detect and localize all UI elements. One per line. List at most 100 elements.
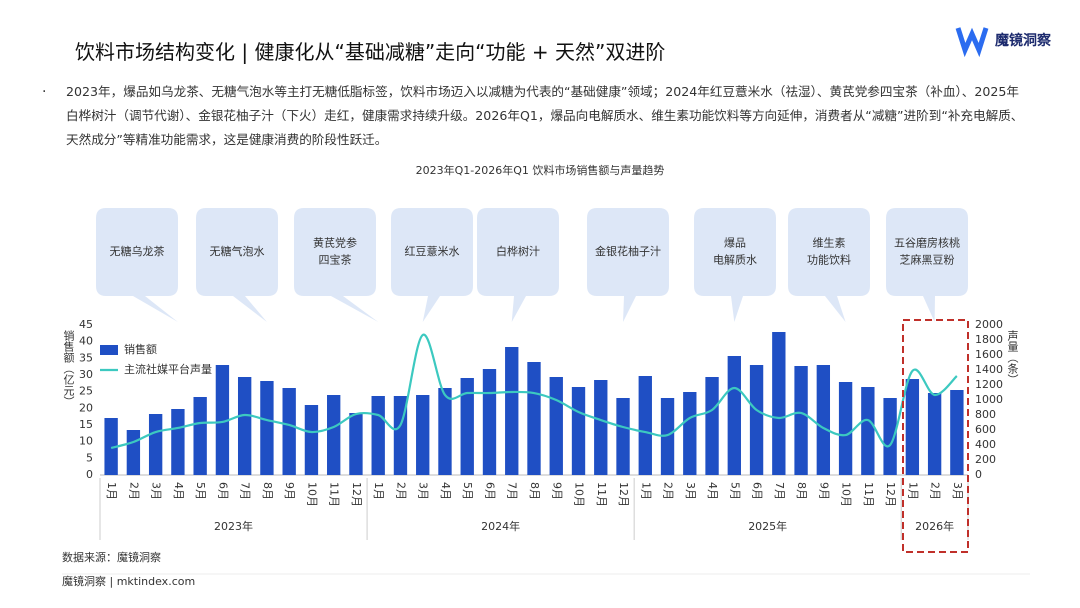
bar (460, 378, 474, 475)
bar (349, 413, 363, 475)
bar (527, 362, 541, 475)
x-tick-label: 7月 (773, 482, 786, 500)
x-tick-label: 9月 (550, 482, 563, 500)
y2-tick-label: 800 (975, 408, 996, 421)
x-tick-label: 11月 (595, 482, 608, 507)
legend-label: 主流社媒平台声量 (124, 362, 212, 376)
y2-tick-label: 1200 (975, 378, 1003, 391)
annotation-text: 黄芪党参 (313, 236, 357, 250)
bar (883, 398, 897, 475)
x-tick-label: 1月 (105, 482, 118, 500)
annotation-text: 红豆薏米水 (405, 245, 460, 258)
x-tick-label: 2月 (929, 482, 942, 500)
x-tick-label: 11月 (862, 482, 875, 507)
bar (260, 381, 274, 475)
x-tick-label: 1月 (906, 482, 919, 500)
annotation-text: 白桦树汁 (496, 244, 540, 258)
bar (416, 395, 430, 475)
bar (304, 405, 319, 475)
x-tick-label: 2月 (662, 482, 675, 500)
x-tick-label: 12月 (617, 482, 630, 507)
x-tick-label: 4月 (706, 482, 719, 500)
annotation-text: 无糖气泡水 (210, 244, 265, 258)
x-tick-label: 9月 (817, 482, 830, 500)
y-tick-label: 25 (79, 385, 93, 398)
y-tick-label: 40 (79, 335, 93, 348)
y-tick-label: 10 (79, 435, 93, 448)
bar (594, 380, 608, 475)
summary: 2023年，爆品如乌龙茶、无糖气泡水等主打无糖低脂标签，饮料市场迈入以减糖为代表… (66, 84, 1024, 147)
annotation-bubble (391, 208, 473, 322)
x-tick-label: 8月 (795, 482, 808, 500)
x-tick-label: 8月 (261, 482, 274, 500)
bar (171, 409, 185, 475)
bar (816, 365, 831, 475)
annotation-bubble (886, 208, 968, 322)
y-tick-label: 35 (79, 351, 93, 364)
x-tick-label: 5月 (728, 482, 741, 500)
x-group-label: 2023年 (214, 519, 253, 533)
x-tick-label: 6月 (483, 482, 496, 500)
y2-tick-label: 400 (975, 438, 996, 451)
bar (126, 430, 141, 475)
x-tick-label: 6月 (751, 482, 764, 500)
y2-tick-label: 1600 (975, 348, 1003, 361)
bar (482, 369, 497, 475)
y-tick-label: 5 (86, 451, 93, 464)
x-tick-label: 3月 (417, 482, 430, 500)
x-tick-label: 12月 (350, 482, 363, 507)
bar (371, 396, 385, 475)
annotation-bubble (294, 208, 379, 322)
annotation-text: 爆品 (724, 236, 746, 250)
bar (237, 377, 252, 475)
annotation-bubble (587, 208, 669, 322)
x-tick-label: 6月 (216, 482, 229, 500)
bar (193, 397, 207, 475)
bar (282, 388, 296, 475)
x-tick-label: 12月 (884, 482, 897, 507)
x-tick-label: 3月 (951, 482, 964, 500)
x-tick-label: 9月 (283, 482, 296, 500)
title: 饮料市场结构变化 | 健康化从“基础减糖”走向“功能 + 天然”双进阶 (75, 40, 666, 64)
annotation-text: 无糖乌龙茶 (110, 244, 165, 258)
x-tick-label: 11月 (328, 482, 341, 507)
bar (438, 388, 452, 475)
source: 数据来源：魔镜洞察 (62, 550, 161, 564)
annotation-bubble (96, 208, 178, 322)
annotation-text: 五谷磨房核桃 (894, 236, 960, 250)
annotation-text: 金银花柚子汁 (595, 244, 661, 258)
bar (505, 347, 519, 475)
y2-tick-label: 1400 (975, 363, 1003, 376)
x-tick-label: 5月 (194, 482, 207, 500)
bar (215, 365, 230, 475)
bar (838, 382, 853, 475)
y-tick-label: 0 (86, 468, 93, 481)
y2-tick-label: 2000 (975, 318, 1003, 331)
y2-tick-label: 1000 (975, 393, 1003, 406)
logo: 魔镜洞察 (995, 33, 1051, 49)
y2-tick-label: 0 (975, 468, 982, 481)
y-axis-title: 销售额（亿元） (62, 329, 75, 407)
y-tick-label: 30 (79, 368, 93, 381)
bar (660, 398, 675, 475)
highlight-box (902, 319, 969, 553)
x-tick-label: 8月 (528, 482, 541, 500)
annotation-text: 功能饮料 (807, 253, 851, 267)
y2-tick-label: 600 (975, 423, 996, 436)
bar (638, 376, 652, 475)
x-tick-label: 5月 (461, 482, 474, 500)
x-tick-label: 4月 (172, 482, 185, 500)
annotation-text: 维生素 (813, 236, 846, 250)
annotation-bubble (694, 208, 776, 322)
y2-axis-title: 声量（条） (1006, 329, 1019, 385)
bar (794, 366, 808, 475)
x-tick-label: 1月 (372, 482, 385, 500)
bar (148, 414, 163, 475)
bar (861, 387, 875, 475)
logo-mark (955, 27, 989, 58)
bar (749, 365, 764, 475)
x-tick-label: 1月 (639, 482, 652, 500)
annotation-text: 电解质水 (713, 253, 757, 267)
bar (927, 393, 942, 475)
